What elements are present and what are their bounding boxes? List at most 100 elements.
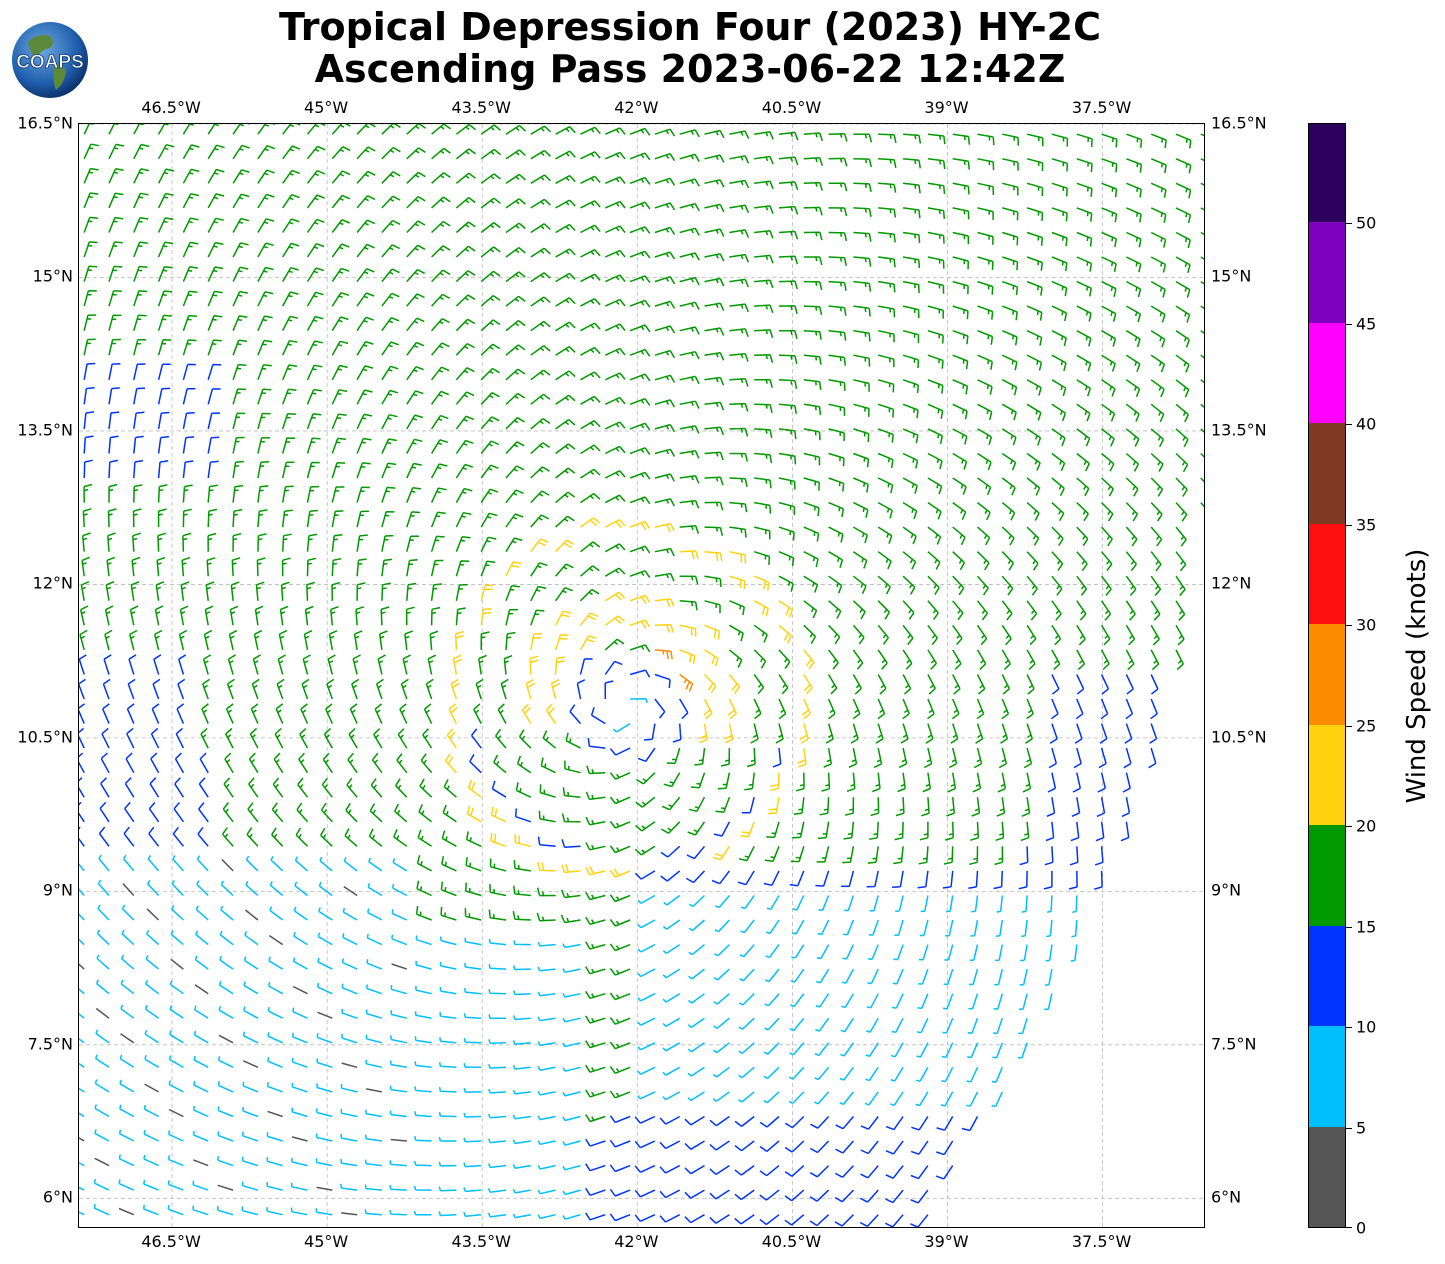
wind-barb — [754, 329, 774, 339]
wind-barb — [561, 813, 581, 823]
wind-barb — [366, 1088, 383, 1093]
wind-barb — [537, 1213, 556, 1220]
wind-barb — [182, 387, 196, 405]
wind-barb — [1200, 403, 1204, 409]
wind-barb — [688, 894, 706, 908]
wind-barb — [661, 796, 681, 811]
wind-barb — [972, 772, 982, 793]
wind-barb — [290, 1182, 308, 1191]
wind-barb — [609, 943, 631, 952]
wind-barb — [952, 624, 963, 646]
wind-barb — [555, 297, 576, 307]
wind-barb — [1125, 526, 1138, 547]
wind-barb — [266, 1132, 283, 1142]
wind-barb — [918, 968, 929, 985]
wind-barb — [1076, 182, 1093, 197]
wind-barb — [685, 870, 706, 884]
wind-barb — [784, 1115, 805, 1129]
wind-barb — [121, 904, 135, 921]
wind-barb — [178, 654, 187, 675]
wind-barb — [629, 299, 651, 308]
wind-barb — [390, 1010, 407, 1019]
wind-barb — [927, 133, 946, 145]
wind-barb — [877, 575, 891, 595]
wind-barb — [253, 629, 263, 651]
wind-barb — [662, 968, 681, 979]
wind-barb — [516, 755, 532, 774]
wind-barb — [814, 1042, 830, 1057]
wind-barb — [679, 499, 700, 509]
wind-barb — [1020, 944, 1028, 962]
wind-barb — [629, 496, 651, 505]
wind-barb — [171, 905, 184, 921]
wind-barb — [512, 1015, 531, 1021]
wind-barb — [1026, 526, 1040, 546]
wind-barb — [512, 1065, 531, 1070]
wind-barb — [478, 654, 487, 675]
wind-barb — [754, 428, 773, 439]
wind-barb — [1051, 207, 1068, 222]
wind-barb — [119, 1054, 135, 1068]
wind-barb — [853, 379, 870, 392]
wind-barb — [252, 654, 261, 675]
wind-barb — [1026, 649, 1036, 671]
wind-barb — [489, 858, 507, 872]
wind-barb — [903, 182, 921, 194]
wind-barb — [609, 1066, 631, 1074]
wind-barb — [629, 348, 651, 357]
wind-barb — [654, 300, 676, 309]
wind-barb — [712, 1066, 730, 1078]
wind-barb — [585, 966, 606, 975]
wind-barb — [703, 673, 717, 694]
wind-barb-map — [79, 124, 1204, 1227]
wind-barb — [1076, 231, 1093, 247]
wind-barb — [356, 268, 375, 283]
colorbar-title: Wind Speed (knots) — [1402, 548, 1432, 804]
wind-barb — [249, 727, 259, 749]
wind-barb — [505, 222, 526, 234]
wind-barb — [788, 1066, 805, 1080]
wind-barb — [306, 437, 321, 454]
wind-barb — [495, 728, 507, 749]
wind-barb — [950, 723, 959, 744]
wind-barb — [977, 354, 993, 370]
wind-barb — [297, 777, 309, 798]
wind-barb — [902, 551, 917, 570]
wind-barb — [317, 932, 333, 946]
wind-barb — [505, 392, 526, 405]
wind-barb — [828, 624, 841, 645]
wind-barb — [679, 600, 698, 611]
wind-barb — [734, 1214, 755, 1225]
wind-barb — [282, 364, 298, 381]
wind-barb — [93, 1179, 110, 1191]
wind-barb — [918, 944, 929, 961]
wind-barb — [662, 943, 681, 955]
wind-barb — [853, 403, 870, 417]
wind-barb — [1100, 649, 1110, 671]
colorbar-tick-mark — [1346, 424, 1352, 426]
wind-barb — [1150, 403, 1165, 423]
colorbar-tick-label: 20 — [1356, 816, 1377, 836]
wind-barb — [367, 908, 383, 921]
wind-barb — [341, 1062, 358, 1069]
wind-barb — [79, 988, 85, 995]
wind-barb — [323, 727, 333, 749]
wind-barb — [108, 265, 123, 282]
wind-barb — [784, 1189, 805, 1202]
wind-barb — [659, 1115, 681, 1125]
wind-barb — [1175, 158, 1192, 174]
wind-barb — [257, 388, 272, 405]
wind-barb — [1002, 158, 1019, 171]
wind-barb — [380, 606, 390, 626]
wind-barb — [704, 253, 725, 262]
wind-barb — [178, 629, 188, 651]
wind-barb — [878, 354, 895, 368]
wind-barb — [792, 821, 805, 839]
colorbar-tick-label: 5 — [1356, 1118, 1367, 1138]
wind-barb — [282, 339, 298, 356]
wind-barb — [172, 826, 184, 847]
wind-barb — [79, 913, 85, 921]
wind-barb — [455, 294, 476, 307]
wind-barb — [416, 880, 432, 897]
wind-barb — [754, 229, 774, 239]
